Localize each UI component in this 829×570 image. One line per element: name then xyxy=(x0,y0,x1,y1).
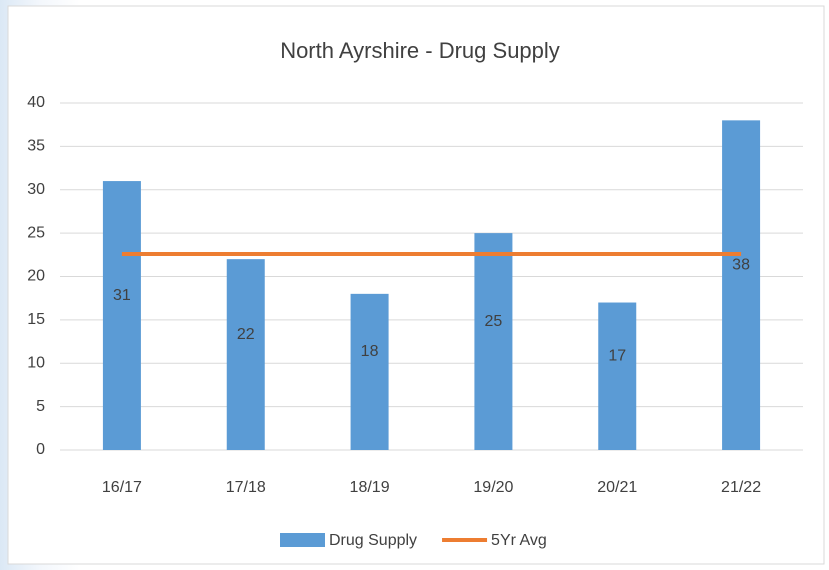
bar xyxy=(474,233,513,450)
y-tick-label: 0 xyxy=(36,441,45,458)
y-tick-label: 40 xyxy=(27,94,45,111)
bar xyxy=(350,293,389,450)
bar xyxy=(102,181,141,450)
x-tick-label: 21/22 xyxy=(721,479,761,496)
y-tick-label: 5 xyxy=(36,398,45,415)
x-tick-label: 20/21 xyxy=(597,479,637,496)
y-tick-label: 10 xyxy=(27,354,45,371)
data-label: 38 xyxy=(732,256,750,273)
bar xyxy=(598,302,637,450)
y-tick-label: 30 xyxy=(27,181,45,198)
y-tick-label: 25 xyxy=(27,224,45,241)
data-label: 17 xyxy=(608,347,626,364)
bar xyxy=(226,259,265,450)
x-tick-label: 17/18 xyxy=(226,479,266,496)
chart-title: North Ayrshire - Drug Supply xyxy=(280,38,560,63)
x-tick-label: 18/19 xyxy=(350,479,390,496)
x-tick-label: 16/17 xyxy=(102,479,142,496)
data-label: 31 xyxy=(113,287,131,304)
bar xyxy=(722,120,761,450)
legend-label: 5Yr Avg xyxy=(491,532,547,549)
data-label: 18 xyxy=(361,343,379,360)
legend-swatch xyxy=(280,533,325,547)
x-tick-label: 19/20 xyxy=(473,479,513,496)
data-label: 22 xyxy=(237,326,255,343)
y-tick-label: 15 xyxy=(27,311,45,328)
legend-label: Drug Supply xyxy=(329,532,417,549)
y-tick-label: 20 xyxy=(27,268,45,285)
chart-panel xyxy=(7,5,825,565)
y-tick-label: 35 xyxy=(27,138,45,155)
data-label: 25 xyxy=(485,313,503,330)
